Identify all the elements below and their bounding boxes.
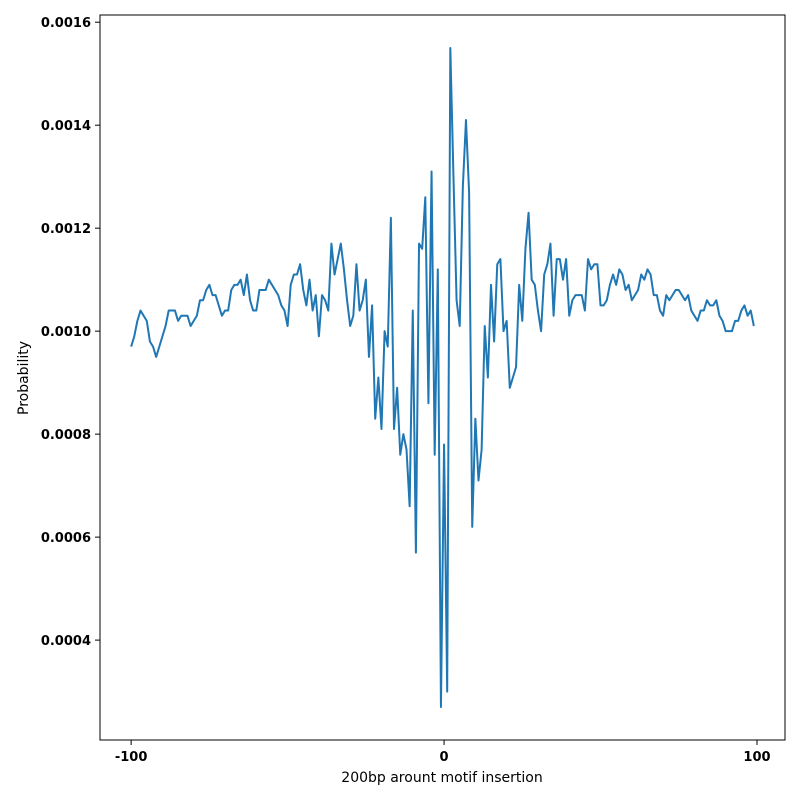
data-line [130,46,755,709]
y-tick-label: 0.0010 [41,325,91,340]
x-tick-label: 100 [743,750,770,765]
plot-frame [99,14,786,741]
y-tick-label: 0.0006 [41,531,91,546]
x-axis-label: 200bp arount motif insertion [341,770,542,786]
y-tick-label: 0.0012 [41,222,91,237]
y-tick-label: 0.0016 [41,16,91,31]
y-tick-label: 0.0004 [41,634,91,649]
x-tick-label: 0 [440,750,449,765]
x-tick-label: -100 [115,750,148,765]
y-tick-label: 0.0008 [41,428,91,443]
y-axis-label: Probability [16,341,32,415]
y-tick-label: 0.0014 [41,119,91,134]
